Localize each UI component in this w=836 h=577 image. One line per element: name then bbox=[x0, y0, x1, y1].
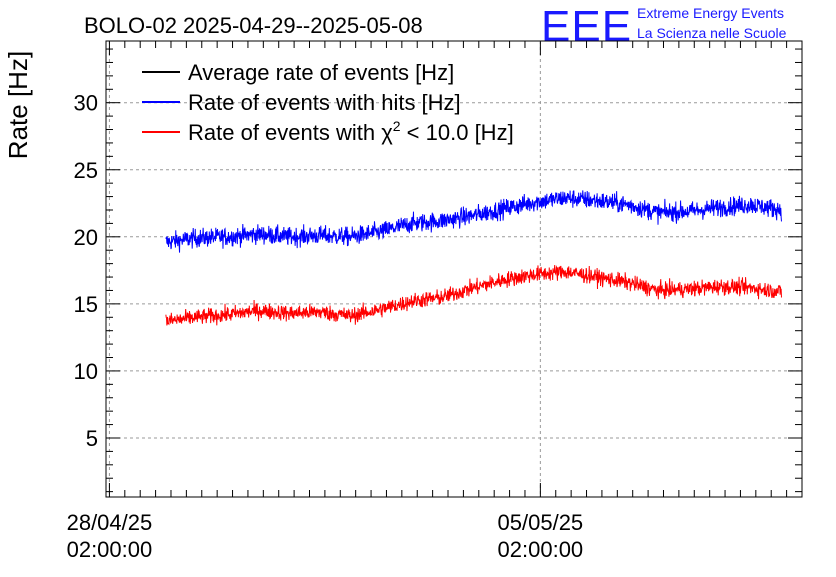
x-tick-date: 28/04/25 bbox=[67, 510, 153, 535]
data-series bbox=[165, 190, 782, 326]
chart-title: BOLO-02 2025-04-29--2025-05-08 bbox=[84, 13, 423, 38]
y-tick-label: 25 bbox=[74, 158, 98, 183]
y-tick-label: 10 bbox=[74, 359, 98, 384]
x-tick-time: 02:00:00 bbox=[498, 537, 584, 562]
y-tick-label: 30 bbox=[74, 91, 98, 116]
eee-logo: EEE Extreme Energy Events La Scienza nel… bbox=[541, 2, 787, 51]
org-line1: Extreme Energy Events bbox=[637, 5, 784, 21]
y-tick-label: 15 bbox=[74, 292, 98, 317]
y-tick-label: 20 bbox=[74, 225, 98, 250]
y-tick-labels: 5 10 15 20 25 30 bbox=[74, 91, 98, 451]
x-tick-date: 05/05/25 bbox=[498, 510, 584, 535]
series-line-hits bbox=[165, 190, 782, 253]
legend: Average rate of events [Hz] Rate of event… bbox=[142, 60, 514, 145]
series-line-chi2 bbox=[165, 264, 782, 326]
plot-frame bbox=[105, 40, 803, 498]
axis-ticks bbox=[106, 41, 802, 497]
y-tick-label: 5 bbox=[86, 426, 98, 451]
legend-label-chi2: Rate of events with χ2 < 10.0 [Hz] bbox=[188, 118, 514, 145]
org-line2: La Scienza nelle Scuole bbox=[637, 25, 787, 41]
legend-label-hits: Rate of events with hits [Hz] bbox=[188, 90, 461, 115]
legend-label-average: Average rate of events [Hz] bbox=[188, 60, 454, 85]
y-axis-label: Rate [Hz] bbox=[3, 51, 33, 159]
x-tick-time: 02:00:00 bbox=[67, 537, 153, 562]
